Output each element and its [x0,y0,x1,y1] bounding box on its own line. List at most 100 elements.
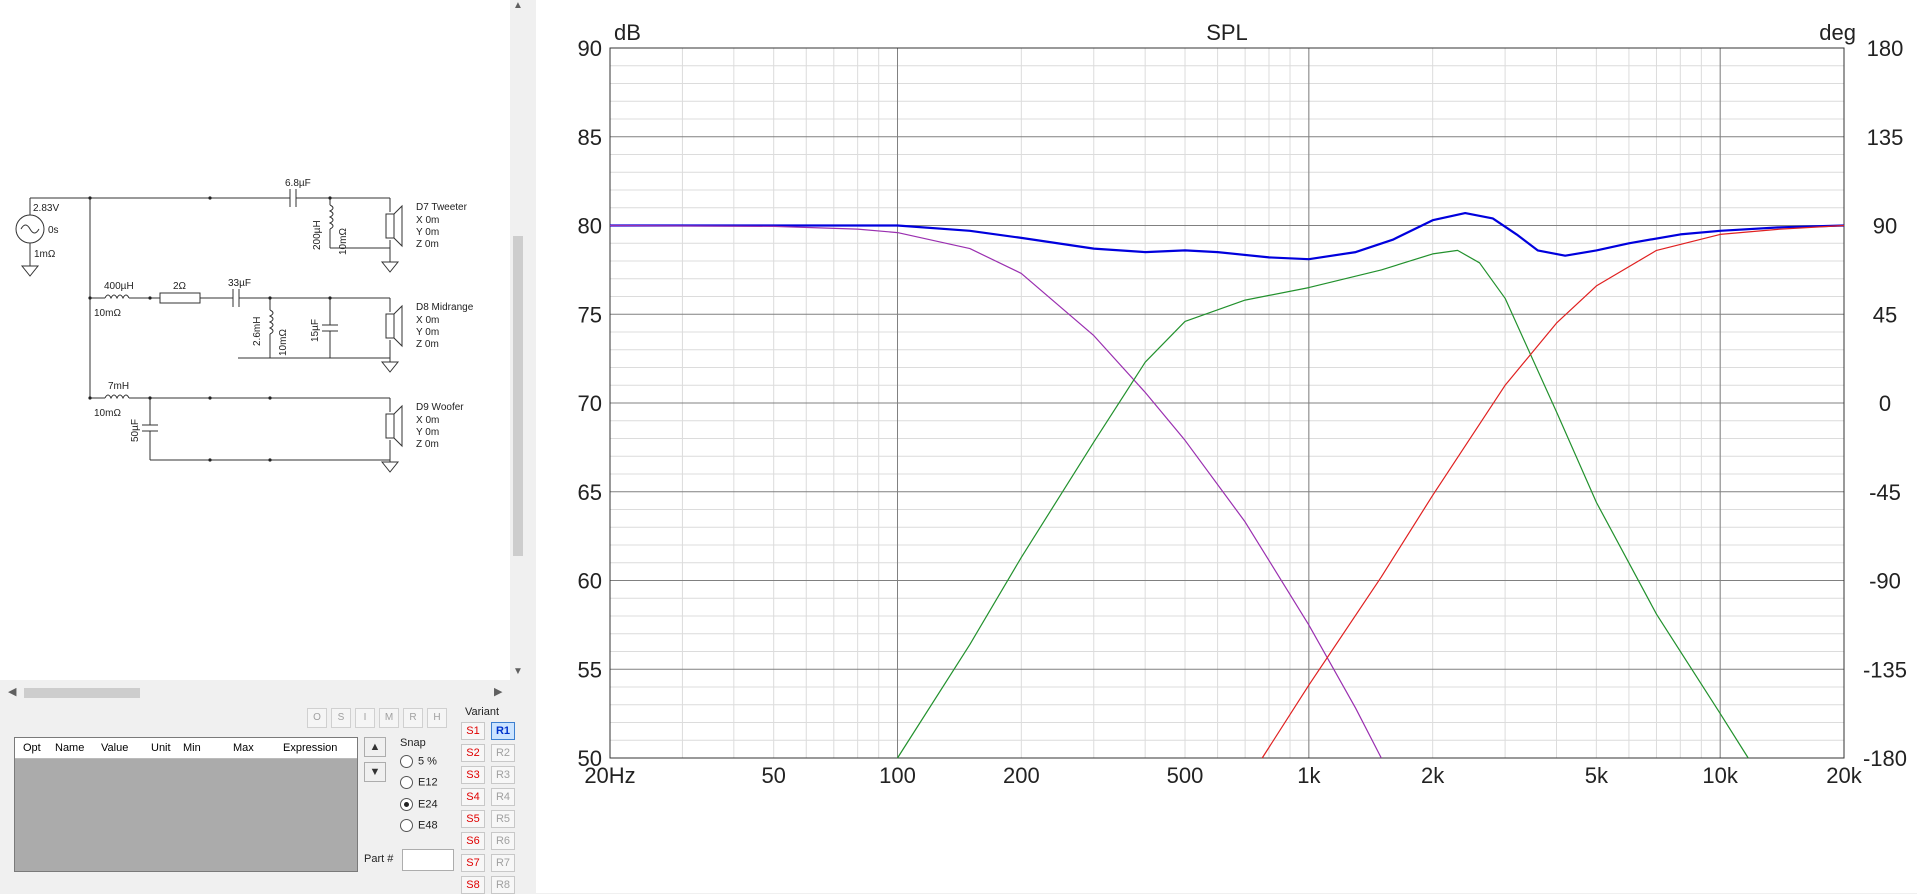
series-line-3[interactable] [1261,224,1845,759]
variant-r8-button[interactable]: R8 [491,876,515,894]
x-tick-label: 1k [1297,763,1321,788]
series-line-1[interactable] [609,224,1382,759]
y-tick-label: 90 [578,36,602,61]
y-tick-label: 55 [578,657,602,682]
x-tick-label: 500 [1167,763,1204,788]
chart-title: SPL [1206,20,1248,45]
y-tick-label: 85 [578,125,602,150]
variant-s6-button[interactable]: S6 [461,832,485,850]
variant-r7-button[interactable]: R7 [491,854,515,872]
snap-option-e12[interactable]: E12 [400,776,438,789]
optimizer-table-header: Opt Name Value Unit Min Max Expression [15,738,357,759]
midrange-shunt-c-value: 15µF [310,319,321,342]
midrange-y: Y 0m [416,327,439,338]
variant-s2-button[interactable]: S2 [461,744,485,762]
y2-tick-label: 135 [1867,125,1904,150]
vertical-scroll-thumb[interactable] [513,236,523,556]
y-tick-label: 80 [578,214,602,239]
x-tick-label: 20k [1826,763,1862,788]
variant-r5-button[interactable]: R5 [491,810,515,828]
variant-r1-button[interactable]: R1 [491,722,515,740]
x-tick-label: 10k [1702,763,1738,788]
y-tick-label: 50 [578,746,602,771]
variant-s8-button[interactable]: S8 [461,876,485,894]
scroll-up-icon[interactable]: ▲ [513,0,523,11]
x-axis-ticks: 20Hz 50 100 200 500 1k 2k 5k 10k 20k [584,763,1862,788]
schematic-canvas[interactable]: 2.83V 0s 1mΩ 6.8µF 200µH 10mΩ D7 Tweeter… [0,0,510,680]
midrange-driver-label[interactable]: D8 Midrange [416,302,474,313]
flag-h-button[interactable]: H [427,708,447,728]
column-max[interactable]: Max [233,742,254,754]
optimizer-table[interactable]: Opt Name Value Unit Min Max Expression [14,737,358,872]
scroll-right-icon[interactable]: ▶ [494,686,503,698]
tweeter-inductor-value: 200µH [312,220,323,250]
move-up-button[interactable]: ▲ [364,737,386,757]
x-tick-label: 50 [761,763,785,788]
midrange-z: Z 0m [416,339,439,350]
flag-o-button[interactable]: O [307,708,327,728]
scroll-left-icon[interactable]: ◀ [8,686,17,698]
spl-chart-panel[interactable]: 20Hz 50 100 200 500 1k 2k 5k 10k 20k 90 85 80 75 70 65… [536,0,1917,893]
column-expression[interactable]: Expression [283,742,338,754]
schematic-diagram: 2.83V 0s 1mΩ 6.8µF 200µH 10mΩ D7 Tweeter… [15,178,474,473]
variant-s5-button[interactable]: S5 [461,810,485,828]
woofer-x: X 0m [416,415,439,426]
woofer-driver-label[interactable]: D9 Woofer [416,402,464,413]
woofer-y: Y 0m [416,427,439,438]
y-tick-label: 65 [578,480,602,505]
schematic-vertical-scrollbar[interactable]: ▲ ▼ [510,0,526,680]
variant-r4-button[interactable]: R4 [491,788,515,806]
variant-s7-button[interactable]: S7 [461,854,485,872]
flag-s-button[interactable]: S [331,708,351,728]
column-unit[interactable]: Unit [151,742,171,754]
y-axis-ticks: 90 85 80 75 70 65 60 55 50 [578,36,602,771]
x-tick-label: 2k [1421,763,1445,788]
tweeter-driver-label[interactable]: D7 Tweeter [416,202,468,213]
column-opt[interactable]: Opt [23,742,41,754]
tweeter-x: X 0m [416,215,439,226]
column-name[interactable]: Name [55,742,85,754]
variant-s3-button[interactable]: S3 [461,766,485,784]
scroll-down-icon[interactable]: ▼ [513,666,523,677]
midrange-cap-value: 33µF [228,278,251,289]
snap-option-e24[interactable]: E24 [400,798,438,811]
spl-chart[interactable]: 20Hz 50 100 200 500 1k 2k 5k 10k 20k 908580757065… [536,0,1917,893]
column-value[interactable]: Value [101,742,129,754]
variant-r3-button[interactable]: R3 [491,766,515,784]
snap-option-e48[interactable]: E48 [400,819,438,832]
midrange-x: X 0m [416,315,439,326]
flag-i-button[interactable]: I [355,708,375,728]
variant-s4-button[interactable]: S4 [461,788,485,806]
x-tick-label: 5k [1585,763,1609,788]
variant-r2-button[interactable]: R2 [491,744,515,762]
midrange-inductor-r: 10mΩ [94,308,121,319]
variant-s1-button[interactable]: S1 [461,722,485,740]
part-number-input[interactable] [402,849,454,871]
series-line-2[interactable] [896,249,1749,759]
radio-icon [400,776,413,789]
tweeter-z: Z 0m [416,239,439,250]
column-min[interactable]: Min [183,742,201,754]
radio-icon [400,819,413,832]
variant-r6-button[interactable]: R6 [491,832,515,850]
horizontal-scroll-thumb[interactable] [24,688,140,698]
flag-r-button[interactable]: R [403,708,423,728]
y-tick-label: 75 [578,302,602,327]
move-down-button[interactable]: ▼ [364,762,386,782]
midrange-shunt-l-r: 10mΩ [278,329,289,356]
woofer-inductor-value: 7mH [108,381,129,392]
midrange-inductor-value: 400µH [104,281,134,292]
schematic-horizontal-scrollbar[interactable]: ◀ ▶ [0,685,510,701]
arrow-up-icon: ▲ [369,741,381,753]
snap-option-5pct[interactable]: 5 % [400,755,437,768]
flag-m-button[interactable]: M [379,708,399,728]
series-line-0[interactable] [610,212,1845,261]
y2-tick-label: 180 [1867,36,1904,61]
y2-tick-label: -135 [1863,657,1907,682]
x-tick-label: 200 [1003,763,1040,788]
y-axis-label: dB [614,20,641,45]
tweeter-cap-value: 6.8µF [285,178,311,189]
source-delay: 0s [48,225,59,236]
part-number-label: Part # [364,853,394,865]
radio-icon [400,755,413,768]
